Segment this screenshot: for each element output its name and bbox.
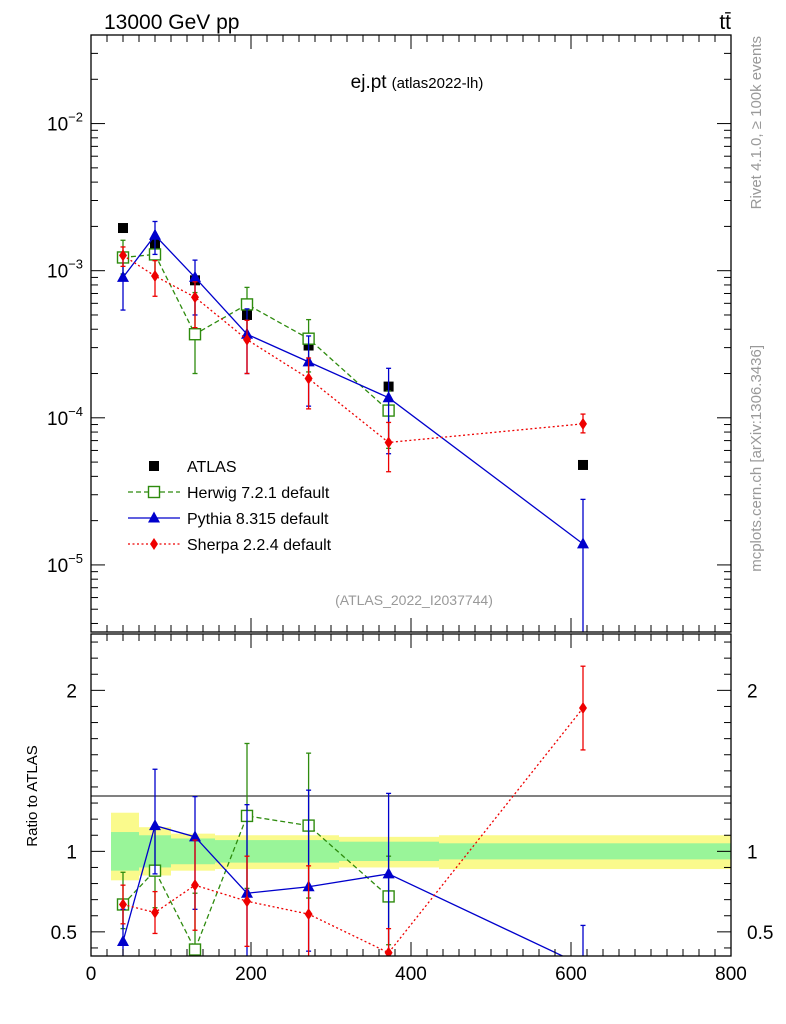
mcplots-label: mcplots.cern.ch [arXiv:1306.3436] (748, 345, 765, 572)
main-sherpa-2-2-4-default-point (304, 372, 313, 385)
y-tick-label-base: 10 (47, 262, 68, 283)
legend-marker (149, 461, 159, 471)
main-errorbar (192, 281, 198, 329)
ratio-sherpa-2-2-4-default-point (151, 906, 159, 919)
y-tick-label: 10−2 (47, 110, 83, 136)
main-atlas-series (118, 223, 588, 470)
ratio-pythia-8-315-default-point (189, 830, 201, 842)
legend-entry-atlas: ATLAS (149, 459, 237, 476)
histogram-subtitle: (atlas2022-lh) (392, 75, 484, 92)
main-errorbar (244, 319, 250, 375)
y-tick-label-exponent: −3 (68, 257, 83, 272)
legend-label: ATLAS (187, 459, 237, 476)
main-sherpa-2-2-4-default-point (243, 333, 251, 346)
legend-entry-pythia-8-315-default: Pythia 8.315 default (128, 511, 329, 528)
ratio-plot-area (116, 665, 587, 956)
x-tick-label: 0 (86, 964, 97, 985)
legend-marker (150, 538, 158, 550)
main-panel: 10−510−410−310−2 (47, 34, 732, 633)
ratio-pythia-8-315-default-series (117, 768, 586, 956)
main-pythia-8-315-default-point (382, 391, 395, 403)
legend-entry-sherpa-2-2-4-default: Sherpa 2.2.4 default (128, 537, 332, 554)
legend-label: Sherpa 2.2.4 default (187, 537, 332, 554)
y-tick-label-base: 10 (47, 556, 68, 577)
rivet-version-label: Rivet 4.1.0, ≥ 100k events (748, 36, 765, 209)
main-sherpa-2-2-4-default-point (384, 436, 393, 449)
ratio-y-tick-label-left: 2 (66, 681, 77, 702)
main-pythia-8-315-default-point (577, 537, 589, 549)
main-sherpa-2-2-4-default-series (119, 246, 587, 473)
ratio-y-tick-label-left: 0.5 (51, 923, 77, 944)
ratio-sherpa-2-2-4-default-point (579, 702, 587, 715)
main-pythia-8-315-default-point (189, 270, 201, 282)
ratio-y-tick-label-right: 2 (747, 681, 758, 702)
main-herwig-7-2-1-default-series (116, 236, 395, 450)
y-tick-label-exponent: −2 (68, 110, 83, 125)
x-tick-label: 600 (555, 964, 587, 985)
main-pythia-8-315-default-series (117, 220, 589, 632)
ratio-errorbar (580, 924, 586, 956)
main-pythia-8-315-default-point (117, 270, 129, 282)
x-tick-label: 400 (395, 964, 427, 985)
y-tick-label: 10−3 (47, 257, 83, 283)
ratio-sherpa-2-2-4-default-point (304, 908, 313, 921)
main-title: ej.pt (atlas2022-lh) (351, 72, 484, 93)
y-tick-label: 10−4 (47, 404, 83, 430)
main-errorbar (580, 498, 586, 632)
main-axes: 10−510−410−310−2 (47, 34, 732, 632)
main-sherpa-2-2-4-default-point (151, 270, 159, 283)
ratio-axes: 0.5 0.5 1 1 2 2 0 200 400 600 800 (51, 634, 773, 985)
main-plot-area (116, 220, 589, 632)
energy-label: 13000 GeV pp (104, 11, 239, 34)
ratio-sherpa-2-2-4-default-point (243, 895, 251, 908)
main-pythia-8-315-default-point (149, 228, 161, 240)
ratio-pythia-8-315-default-point (382, 867, 395, 879)
x-tick-label: 200 (235, 964, 267, 985)
y-tick-label-exponent: −5 (68, 551, 83, 566)
x-tick-label: 800 (715, 964, 747, 985)
ratio-pythia-8-315-default-point (149, 819, 161, 831)
ratio-sherpa-2-2-4-default-point (191, 879, 199, 892)
main-herwig-7-2-1-default-line (122, 253, 390, 412)
main-atlas-point (578, 459, 588, 470)
ratio-frame (90, 633, 732, 957)
ratio-y-tick-label-left: 1 (66, 842, 77, 863)
ratio-inner-band (439, 843, 731, 860)
main-herwig-7-2-1-default-point (188, 328, 202, 341)
ratio-herwig-7-2-1-default-point (188, 943, 202, 956)
ratio-pythia-8-315-default-point (117, 935, 129, 947)
legend-label: Herwig 7.2.1 default (187, 485, 330, 502)
legend-marker (148, 511, 160, 523)
ratio-sherpa-2-2-4-default-point (119, 898, 127, 911)
ratio-sherpa-2-2-4-default-point (384, 946, 393, 956)
ratio-ylabel: Ratio to ATLAS (24, 745, 41, 846)
ratio-panel: 0.5 0.5 1 1 2 2 0 200 400 600 800 (51, 633, 773, 985)
ratio-inner-band (111, 832, 139, 871)
process-label: tt̄ (719, 11, 731, 34)
main-sherpa-2-2-4-default-point (119, 249, 127, 262)
y-tick-label-base: 10 (47, 409, 68, 430)
legend-marker (147, 485, 161, 499)
y-tick-label-base: 10 (47, 115, 68, 136)
histogram-name: ej.pt (351, 72, 388, 93)
legend-entry-herwig-7-2-1-default: Herwig 7.2.1 default (128, 485, 330, 502)
y-tick-label: 10−5 (47, 551, 83, 577)
ratio-sherpa-2-2-4-default-series (119, 665, 587, 956)
legend: ATLAS Herwig 7.2.1 default Pythia 8.315 de… (128, 459, 332, 554)
y-tick-label-exponent: −4 (68, 404, 83, 419)
ratio-y-tick-label-right: 1 (747, 842, 758, 863)
ratio-herwig-7-2-1-default-series (116, 742, 395, 956)
main-sherpa-2-2-4-default-point (191, 291, 199, 304)
main-sherpa-2-2-4-default-point (579, 417, 587, 430)
ratio-sherpa-2-2-4-default-line (122, 707, 584, 954)
legend-label: Pythia 8.315 default (187, 511, 329, 528)
watermark-label: (ATLAS_2022_I2037744) (335, 592, 493, 608)
ratio-y-tick-label-right: 0.5 (747, 923, 773, 944)
main-atlas-point (118, 223, 128, 234)
